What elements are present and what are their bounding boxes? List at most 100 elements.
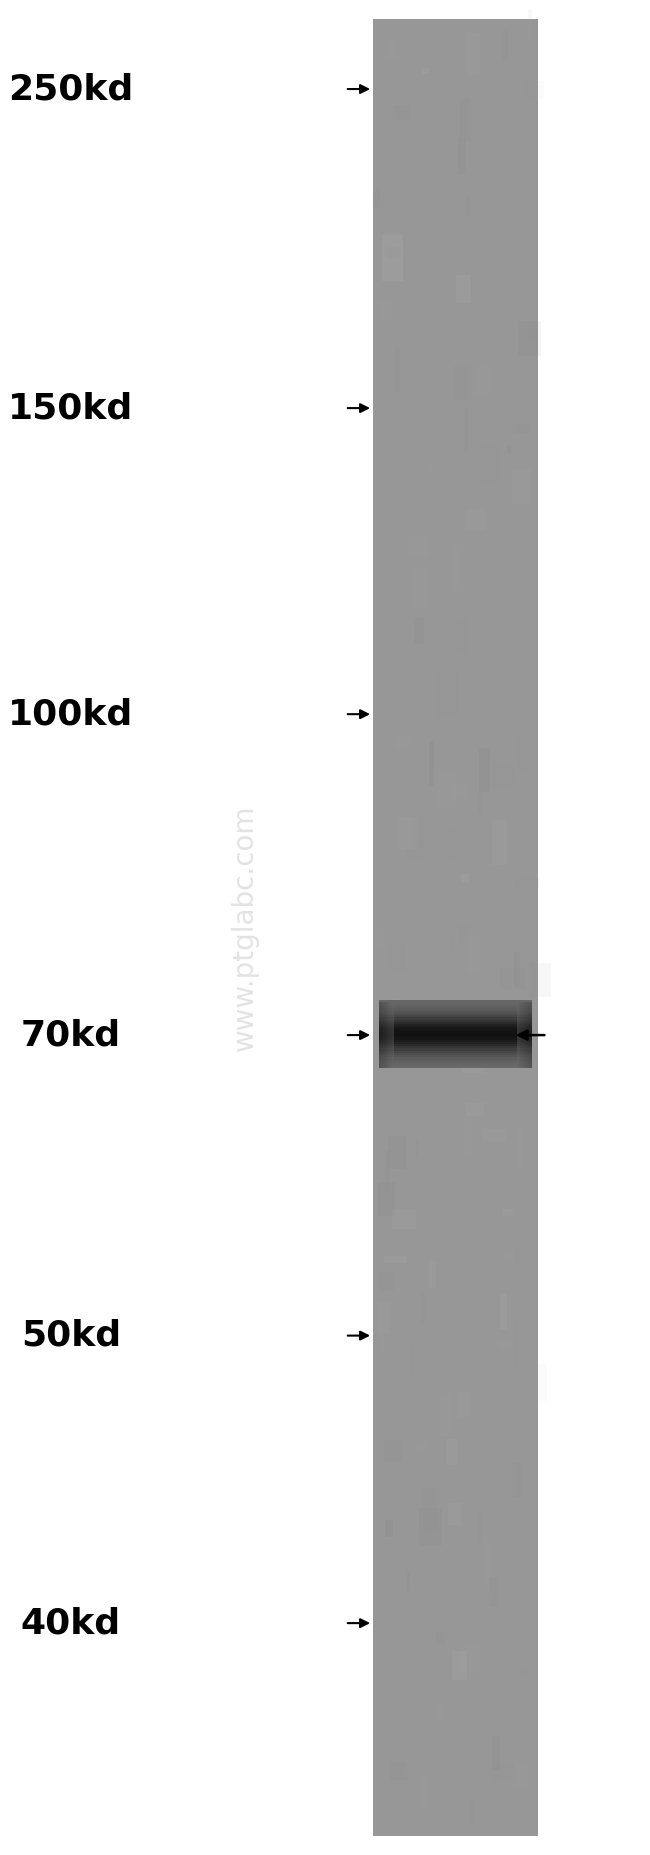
Bar: [379, 1013, 532, 1017]
Bar: [499, 1341, 512, 1349]
Bar: [413, 816, 432, 848]
Bar: [436, 1632, 446, 1644]
Bar: [379, 1063, 532, 1067]
Bar: [430, 462, 433, 473]
Bar: [456, 275, 471, 302]
Bar: [519, 1670, 526, 1677]
Bar: [379, 1046, 532, 1050]
Bar: [457, 1005, 477, 1052]
Bar: [436, 673, 458, 718]
Bar: [452, 365, 470, 401]
Bar: [528, 1002, 530, 1068]
Bar: [385, 1002, 387, 1068]
Bar: [530, 1002, 532, 1068]
Bar: [388, 1137, 406, 1169]
Bar: [464, 54, 469, 72]
Bar: [379, 1030, 532, 1033]
Bar: [513, 1464, 522, 1497]
Bar: [387, 944, 406, 970]
Bar: [379, 1022, 532, 1026]
Bar: [379, 1015, 532, 1020]
Bar: [406, 848, 424, 863]
Bar: [437, 1705, 446, 1720]
Bar: [462, 1063, 484, 1074]
Bar: [415, 1139, 419, 1158]
Bar: [437, 772, 456, 809]
Bar: [384, 1256, 406, 1263]
Bar: [465, 198, 470, 215]
Bar: [380, 1326, 384, 1352]
Bar: [408, 538, 428, 556]
Bar: [420, 1050, 429, 1081]
Bar: [379, 1043, 532, 1046]
Bar: [429, 740, 434, 787]
Bar: [385, 1057, 404, 1067]
Bar: [492, 1762, 514, 1781]
Bar: [379, 1041, 532, 1044]
Bar: [384, 1439, 402, 1460]
Bar: [450, 940, 454, 950]
Bar: [455, 620, 467, 655]
Bar: [506, 1252, 513, 1260]
Bar: [463, 1113, 473, 1156]
Bar: [414, 618, 424, 644]
Bar: [379, 1037, 532, 1043]
Bar: [379, 1054, 532, 1057]
Bar: [512, 469, 530, 503]
Bar: [379, 1002, 532, 1005]
Bar: [514, 1764, 529, 1786]
Bar: [379, 1048, 532, 1054]
Bar: [386, 41, 398, 61]
Bar: [385, 1519, 393, 1538]
Bar: [390, 1762, 407, 1781]
Bar: [453, 785, 467, 798]
Bar: [383, 1002, 385, 1068]
Bar: [452, 545, 462, 590]
Bar: [458, 926, 469, 942]
Bar: [448, 1503, 461, 1525]
Bar: [500, 968, 525, 991]
Text: www.ptglabc.com: www.ptglabc.com: [231, 805, 259, 1050]
Bar: [417, 1443, 428, 1451]
Bar: [514, 952, 519, 987]
Bar: [458, 1391, 469, 1417]
Bar: [379, 1057, 532, 1061]
Bar: [379, 1018, 532, 1022]
Bar: [527, 326, 535, 339]
Bar: [378, 1182, 395, 1215]
Bar: [391, 1002, 392, 1068]
Bar: [425, 688, 434, 697]
Bar: [378, 1302, 390, 1334]
Bar: [379, 1009, 532, 1013]
Bar: [514, 879, 539, 887]
Bar: [514, 425, 531, 434]
Bar: [379, 1020, 532, 1024]
Bar: [529, 963, 551, 996]
Bar: [474, 365, 492, 395]
Bar: [398, 816, 417, 850]
Bar: [514, 1323, 517, 1367]
Bar: [518, 1128, 522, 1171]
Bar: [386, 247, 401, 260]
Bar: [379, 1273, 394, 1291]
Bar: [467, 935, 479, 972]
Bar: [379, 1004, 532, 1009]
Bar: [395, 735, 410, 749]
Bar: [491, 820, 508, 864]
Bar: [378, 299, 391, 321]
Bar: [373, 19, 538, 1836]
Bar: [458, 137, 467, 174]
Bar: [521, 1002, 523, 1068]
Bar: [524, 82, 544, 98]
Bar: [445, 1402, 458, 1443]
Bar: [519, 1002, 521, 1068]
Bar: [389, 998, 399, 1011]
Bar: [379, 1024, 532, 1028]
Bar: [379, 1031, 532, 1035]
Bar: [517, 1002, 519, 1068]
Bar: [509, 1028, 528, 1065]
Bar: [389, 1002, 391, 1068]
Bar: [411, 568, 428, 607]
Bar: [447, 831, 456, 861]
Bar: [379, 1026, 532, 1031]
